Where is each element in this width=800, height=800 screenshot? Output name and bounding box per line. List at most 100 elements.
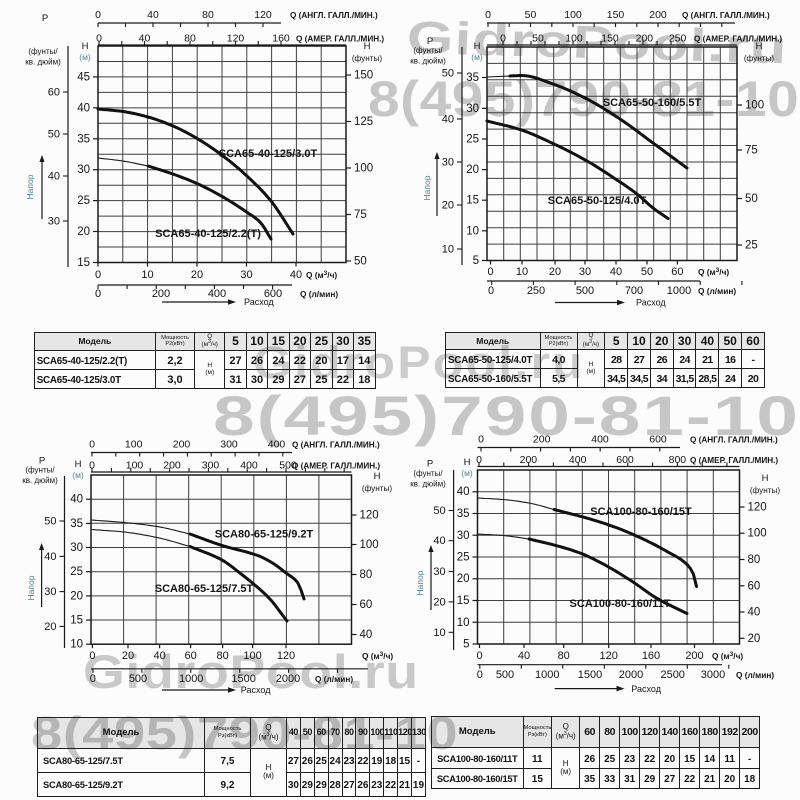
svg-text:25: 25: [457, 552, 470, 564]
svg-text:H: H: [762, 473, 769, 484]
svg-text:100: 100: [565, 33, 583, 45]
svg-text:40: 40: [48, 171, 60, 183]
svg-text:20: 20: [433, 596, 445, 608]
svg-text:SCA100-80-160/11T: SCA100-80-160/11T: [570, 598, 671, 610]
svg-text:Напор: Напор: [25, 174, 35, 199]
svg-text:(фунты): (фунты): [744, 54, 775, 63]
svg-text:1000: 1000: [667, 285, 691, 297]
svg-text:40: 40: [360, 629, 373, 641]
svg-text:кв. дюйм): кв. дюйм): [22, 476, 58, 485]
svg-text:H: H: [474, 41, 481, 52]
svg-text:60: 60: [671, 266, 683, 278]
svg-text:Напор: Напор: [26, 575, 36, 600]
svg-text:Q (АНГЛ. ГАЛЛ./МИН.): Q (АНГЛ. ГАЛЛ./МИН.): [682, 11, 770, 20]
svg-text:15: 15: [466, 195, 479, 207]
svg-text:200: 200: [533, 434, 551, 446]
svg-text:120: 120: [360, 510, 379, 522]
svg-text:H: H: [82, 41, 89, 52]
svg-text:0: 0: [95, 288, 101, 300]
svg-text:20: 20: [70, 590, 83, 602]
svg-text:Q (м3/ч): Q (м3/ч): [712, 651, 743, 661]
svg-text:40: 40: [433, 535, 445, 547]
svg-text:P: P: [427, 459, 433, 470]
svg-text:35: 35: [457, 508, 470, 520]
svg-text:40: 40: [153, 650, 165, 662]
svg-text:0: 0: [500, 33, 506, 45]
svg-text:кв. дюйм): кв. дюйм): [25, 58, 61, 67]
svg-text:80: 80: [216, 650, 228, 662]
svg-text:15: 15: [457, 595, 470, 607]
svg-text:Расход: Расход: [241, 685, 271, 695]
svg-text:125: 125: [354, 116, 373, 128]
svg-text:35: 35: [70, 518, 83, 530]
svg-text:Q (АНГЛ. ГАЛЛ./МИН.): Q (АНГЛ. ГАЛЛ./МИН.): [290, 11, 378, 20]
svg-text:20: 20: [748, 633, 761, 645]
svg-text:25: 25: [745, 240, 758, 252]
svg-text:30: 30: [442, 157, 454, 169]
svg-text:120: 120: [277, 650, 295, 662]
svg-text:30: 30: [48, 216, 60, 228]
svg-text:Напор: Напор: [415, 570, 425, 595]
svg-text:1000: 1000: [179, 673, 203, 685]
svg-text:H: H: [75, 459, 82, 470]
svg-text:10: 10: [70, 639, 83, 651]
svg-text:Q (л/мин): Q (л/мин): [736, 670, 774, 680]
svg-text:20: 20: [191, 269, 203, 281]
svg-text:2000: 2000: [619, 669, 643, 681]
svg-text:20: 20: [457, 573, 470, 585]
svg-text:10: 10: [433, 627, 445, 639]
svg-text:Расход: Расход: [631, 684, 661, 694]
svg-text:160: 160: [272, 33, 290, 45]
svg-text:200: 200: [173, 439, 191, 451]
svg-text:0: 0: [89, 650, 95, 662]
svg-text:50: 50: [48, 129, 60, 141]
svg-text:500: 500: [279, 460, 297, 472]
svg-text:P: P: [427, 36, 433, 47]
svg-text:160: 160: [642, 650, 660, 662]
svg-text:50: 50: [44, 516, 56, 528]
svg-text:600: 600: [264, 288, 282, 300]
svg-text:25: 25: [70, 566, 83, 578]
svg-text:SCA65-40-125/2.2(Т): SCA65-40-125/2.2(Т): [155, 228, 261, 240]
svg-text:40: 40: [518, 650, 530, 662]
svg-text:400: 400: [591, 434, 609, 446]
svg-text:0: 0: [488, 285, 494, 297]
svg-text:100: 100: [564, 9, 582, 21]
svg-text:(м): (м): [79, 52, 91, 62]
svg-text:100: 100: [354, 163, 373, 175]
svg-text:300: 300: [202, 460, 220, 472]
svg-text:Q (л/мин): Q (л/мин): [300, 289, 338, 299]
svg-text:30: 30: [44, 586, 56, 598]
svg-text:0: 0: [476, 454, 482, 466]
svg-text:кв. дюйм): кв. дюйм): [410, 480, 446, 489]
svg-text:100: 100: [125, 439, 143, 451]
svg-text:600: 600: [616, 454, 634, 466]
svg-text:60: 60: [360, 599, 373, 611]
svg-text:0: 0: [487, 266, 493, 278]
svg-text:0: 0: [478, 434, 484, 446]
svg-text:0: 0: [95, 9, 101, 21]
svg-text:40: 40: [147, 9, 159, 21]
svg-text:40: 40: [70, 494, 83, 506]
svg-text:0: 0: [477, 669, 483, 681]
svg-text:400: 400: [569, 454, 587, 466]
svg-text:50: 50: [442, 68, 454, 80]
svg-text:H: H: [464, 457, 471, 468]
svg-text:(м): (м): [471, 52, 483, 62]
svg-text:5: 5: [473, 255, 479, 267]
svg-text:20: 20: [122, 650, 134, 662]
svg-text:80: 80: [748, 554, 761, 566]
svg-text:80: 80: [202, 9, 214, 21]
svg-text:15: 15: [77, 257, 90, 269]
svg-text:30: 30: [77, 164, 90, 176]
svg-text:200: 200: [636, 33, 654, 45]
svg-text:40: 40: [457, 486, 470, 498]
svg-text:20: 20: [442, 200, 454, 212]
svg-text:50: 50: [525, 9, 537, 21]
svg-text:Q (м3/ч): Q (м3/ч): [698, 267, 729, 277]
svg-text:(фунты/: (фунты/: [25, 466, 55, 475]
svg-text:(фунты): (фунты): [352, 54, 383, 63]
svg-text:(фунты/: (фунты/: [28, 47, 58, 56]
svg-text:2000: 2000: [276, 673, 300, 685]
svg-text:400: 400: [240, 460, 258, 472]
